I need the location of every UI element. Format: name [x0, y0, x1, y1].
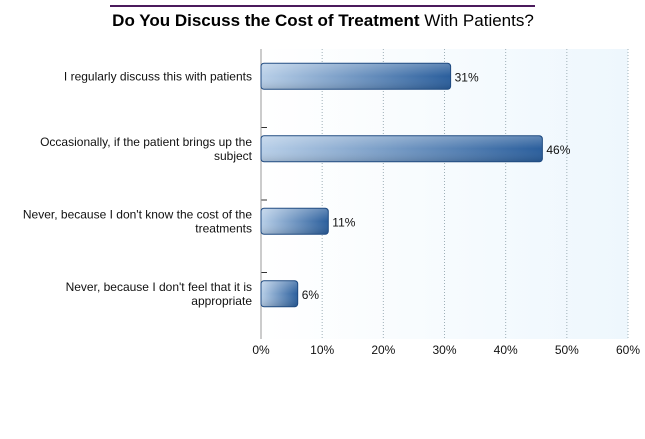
- x-tick-label: 40%: [494, 343, 518, 357]
- data-label: 11%: [332, 215, 355, 229]
- x-axis-tick-labels: 0% 10% 20% 30% 40% 50% 60%: [252, 343, 640, 357]
- category-label-line: subject: [214, 149, 253, 163]
- x-tick-label: 10%: [310, 343, 334, 357]
- data-label: 6%: [302, 288, 320, 302]
- category-label-line: Occasionally, if the patient brings up t…: [40, 135, 252, 149]
- category-label: Never, because I don't feel that it is ap…: [66, 280, 253, 308]
- category-labels: I regularly discuss this with patients Oc…: [23, 69, 253, 308]
- category-label: I regularly discuss this with patients: [64, 69, 252, 83]
- chart-title: Do You Discuss the Cost of Treatment Wit…: [112, 11, 534, 30]
- bar: [260, 280, 299, 308]
- chart-title-regular: With Patients?: [419, 11, 533, 30]
- x-tick-label: 50%: [555, 343, 579, 357]
- category-label: Occasionally, if the patient brings up t…: [40, 135, 253, 163]
- gridlines: [321, 49, 629, 339]
- chart-title-bold: Do You Discuss the Cost of Treatment: [112, 11, 420, 30]
- x-tick-label: 0%: [252, 343, 270, 357]
- category-label-line: I regularly discuss this with patients: [64, 69, 252, 83]
- data-label: 31%: [455, 70, 479, 84]
- y-axis-tick-marks: [261, 127, 267, 273]
- category-label-line: appropriate: [191, 294, 252, 308]
- category-label-line: Never, because I don't know the cost of …: [23, 207, 252, 221]
- bar: [260, 207, 329, 235]
- data-label: 46%: [546, 143, 570, 157]
- category-label-line: treatments: [195, 221, 252, 235]
- category-label: Never, because I don't know the cost of …: [23, 207, 252, 235]
- bar: [260, 62, 452, 90]
- x-tick-label: 60%: [616, 343, 640, 357]
- category-label-line: Never, because I don't feel that it is: [66, 280, 252, 294]
- x-tick-label: 20%: [371, 343, 395, 357]
- x-tick-label: 30%: [432, 343, 456, 357]
- bar: [260, 135, 543, 163]
